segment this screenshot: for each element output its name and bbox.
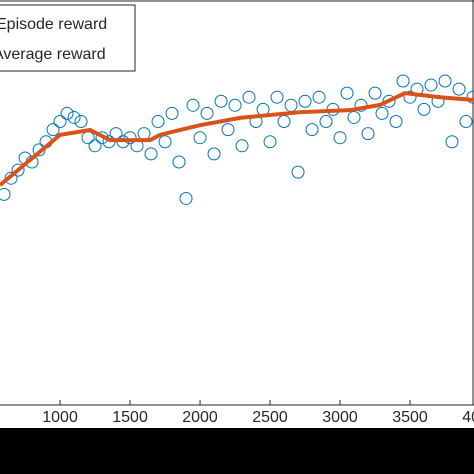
bottom-band <box>0 428 474 474</box>
episode-point <box>214 94 228 108</box>
legend-label: Average reward <box>0 46 106 63</box>
episode-point <box>417 102 431 116</box>
episode-point <box>88 139 102 153</box>
episode-point <box>270 90 284 104</box>
episode-point <box>361 127 375 141</box>
episode-point <box>396 74 410 88</box>
episode-point <box>466 90 474 104</box>
episode-point <box>0 187 11 201</box>
episode-point <box>235 139 249 153</box>
episode-point <box>165 106 179 120</box>
episode-point <box>67 110 81 124</box>
x-tick-label: 4000 <box>462 409 474 426</box>
episode-point <box>382 94 396 108</box>
episode-point <box>368 86 382 100</box>
episode-point <box>424 78 438 92</box>
x-tick-label: 1500 <box>112 409 148 426</box>
episode-point <box>179 191 193 205</box>
episode-point <box>186 98 200 112</box>
episode-point <box>340 86 354 100</box>
x-tick-label: 1000 <box>42 409 78 426</box>
episode-point <box>228 98 242 112</box>
episode-point <box>333 131 347 145</box>
episode-point <box>144 147 158 161</box>
episode-point <box>172 155 186 169</box>
episode-point <box>137 127 151 141</box>
x-tick-label: 3000 <box>322 409 358 426</box>
episode-point <box>11 163 25 177</box>
episode-point <box>242 90 256 104</box>
episode-point <box>284 98 298 112</box>
episode-point <box>207 147 221 161</box>
episode-point <box>60 106 74 120</box>
episode-point <box>319 115 333 128</box>
episode-point <box>305 123 319 137</box>
x-tick-label: 2500 <box>252 409 288 426</box>
episode-point <box>459 115 473 128</box>
episode-point <box>46 123 60 137</box>
plot-area <box>0 74 474 205</box>
episode-point <box>312 90 326 104</box>
episode-point <box>263 135 277 149</box>
average-line <box>0 91 474 187</box>
episode-point <box>109 127 123 141</box>
episode-point <box>200 106 214 120</box>
episode-point <box>452 82 466 96</box>
episode-point <box>158 135 172 149</box>
episode-point <box>74 115 88 128</box>
episode-point <box>193 131 207 145</box>
episode-point <box>375 106 389 120</box>
episode-point <box>445 135 459 149</box>
legend: Episode reward Average reward <box>0 4 136 72</box>
episode-point <box>151 115 165 128</box>
legend-box <box>0 4 136 72</box>
episode-point <box>81 131 95 145</box>
episode-point <box>291 165 305 179</box>
episode-point <box>389 115 403 128</box>
episode-point <box>4 171 18 185</box>
episode-point <box>403 90 417 104</box>
x-tick-label: 3500 <box>392 409 428 426</box>
x-tick-label: 2000 <box>182 409 218 426</box>
episode-point <box>277 115 291 128</box>
legend-label: Episode reward <box>0 16 107 33</box>
episode-point <box>438 74 452 88</box>
episode-point <box>347 110 361 124</box>
episode-point <box>298 94 312 108</box>
episode-point <box>53 115 67 128</box>
episode-point <box>123 131 137 145</box>
episode-point <box>221 123 235 137</box>
